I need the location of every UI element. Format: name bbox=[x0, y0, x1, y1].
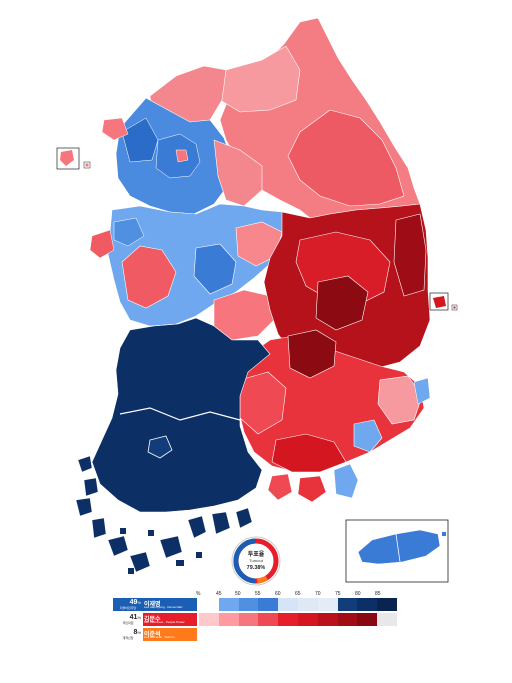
democratic-scale-swatch bbox=[357, 598, 378, 611]
democratic-scale-swatch bbox=[218, 598, 239, 611]
turnout-label-ko: 투표율 bbox=[248, 550, 265, 558]
region-gangwon-north bbox=[219, 45, 301, 113]
legend-scale-democratic bbox=[199, 598, 397, 611]
legend-tick: 50 bbox=[235, 591, 241, 597]
region-seoul-core bbox=[175, 149, 189, 163]
region-gyeongnam-south bbox=[271, 433, 347, 473]
region-east-gyeonggi bbox=[213, 139, 263, 207]
democratic-scale-swatch bbox=[199, 598, 219, 611]
ppp-scale-swatch bbox=[258, 613, 279, 626]
ppp-scale-swatch bbox=[377, 613, 397, 626]
legend-tick: 75 bbox=[335, 591, 341, 597]
candidate-party: 개혁신당 bbox=[122, 636, 134, 640]
democratic-scale-swatch bbox=[317, 598, 338, 611]
legend-tick: 65 bbox=[295, 591, 301, 597]
region-baengnyeong bbox=[60, 150, 74, 166]
democratic-scale-swatch bbox=[258, 598, 279, 611]
candidate-name-bg bbox=[143, 598, 197, 611]
dokdo-fill bbox=[453, 306, 456, 309]
region-chungcheong-red bbox=[121, 245, 177, 309]
region-ulsan bbox=[377, 375, 423, 425]
legend-tick: 55 bbox=[255, 591, 261, 597]
democratic-scale-swatch bbox=[297, 598, 318, 611]
region-udo bbox=[442, 532, 446, 536]
region-jeolla bbox=[91, 317, 271, 513]
ppp-scale-swatch bbox=[218, 613, 239, 626]
candidate-pct-box: 8% bbox=[113, 628, 143, 641]
candidate-name: 김문수 bbox=[144, 617, 161, 623]
democratic-scale-swatch bbox=[278, 598, 298, 611]
democratic-scale-swatch bbox=[377, 598, 397, 611]
region-jeju-divide bbox=[395, 533, 401, 563]
turnout-value: 79.38% bbox=[247, 565, 266, 571]
region-jeonbuk-line bbox=[119, 407, 241, 421]
candidate-name-bg bbox=[143, 628, 197, 641]
candidate-name-en: Kim Moon-soo · People Power bbox=[144, 620, 185, 624]
turnout-ring-arc-orange bbox=[256, 575, 269, 584]
legend-tick: 80 bbox=[355, 591, 361, 597]
candidate-name-bg bbox=[143, 613, 197, 626]
democratic-scale-swatch bbox=[337, 598, 358, 611]
turnout-ring-arc bbox=[233, 538, 257, 584]
island-ganghwa bbox=[101, 117, 129, 141]
legend-tick: 85 bbox=[375, 591, 381, 597]
legend-candidate-lee-jun-seok: 8% 개혁신당 이준석 Lee Jun-seok · Reform bbox=[113, 628, 197, 641]
legend-candidate-lee-jae-myung: 49% 더불어민주당 이재명 Lee Jae-myung · Democrati… bbox=[113, 598, 197, 611]
region-incheon bbox=[121, 117, 159, 163]
yeonpyeong-fill bbox=[85, 163, 89, 167]
region-tongyeong bbox=[297, 475, 327, 503]
legend-candidate-kim-moon-soo: 41% 국민의힘 김문수 Kim Moon-soo · People Power bbox=[113, 613, 197, 626]
ppp-scale-swatch bbox=[238, 613, 259, 626]
candidate-name-en: Lee Jae-myung · Democratic bbox=[144, 605, 183, 609]
region-ulsan-coast bbox=[413, 377, 431, 405]
legend-tick: 60 bbox=[275, 591, 281, 597]
ppp-scale-swatch bbox=[317, 613, 338, 626]
ppp-scale-swatch bbox=[199, 613, 219, 626]
region-busan bbox=[353, 419, 383, 453]
legend-percent-label: % bbox=[196, 591, 201, 597]
region-jeju bbox=[357, 529, 441, 565]
region-south-chung bbox=[213, 289, 277, 341]
candidate-name-en: Lee Jun-seok · Reform bbox=[144, 635, 175, 639]
candidate-name: 이준석 bbox=[144, 632, 161, 638]
candidate-pct-box: 49% bbox=[113, 598, 143, 611]
jeolla-islands-sw bbox=[75, 455, 253, 573]
region-gyeongbuk-core bbox=[315, 275, 369, 331]
turnout-label-en: Turnout bbox=[249, 558, 264, 563]
ppp-scale-swatch bbox=[278, 613, 298, 626]
legend-tick: 45 bbox=[216, 591, 222, 597]
candidate-pct-box: 41% bbox=[113, 613, 143, 626]
region-taean bbox=[89, 229, 115, 259]
legend-scale-ppp bbox=[199, 613, 397, 626]
region-gyeongbuk-east bbox=[393, 213, 427, 297]
legend-tick: 70 bbox=[315, 591, 321, 597]
region-geoje bbox=[333, 463, 359, 499]
ppp-scale-swatch bbox=[357, 613, 378, 626]
turnout-ring-inner bbox=[241, 546, 271, 576]
democratic-scale-swatch bbox=[238, 598, 259, 611]
region-gangwon-inner bbox=[287, 109, 405, 207]
region-ulleung bbox=[433, 296, 446, 308]
candidate-party: 국민의힘 bbox=[122, 621, 134, 625]
legend-ticks: % 45 50 55 60 65 70 75 80 85 bbox=[196, 591, 396, 599]
region-seosan bbox=[113, 217, 145, 247]
ppp-scale-swatch bbox=[337, 613, 358, 626]
candidate-party: 더불어민주당 bbox=[119, 606, 137, 610]
candidate-name: 이재명 bbox=[144, 602, 161, 608]
region-sejong-daejeon bbox=[193, 243, 237, 295]
region-namhae bbox=[267, 473, 293, 501]
region-gwangju bbox=[147, 435, 173, 459]
region-daegu bbox=[287, 329, 337, 379]
ppp-scale-swatch bbox=[297, 613, 318, 626]
